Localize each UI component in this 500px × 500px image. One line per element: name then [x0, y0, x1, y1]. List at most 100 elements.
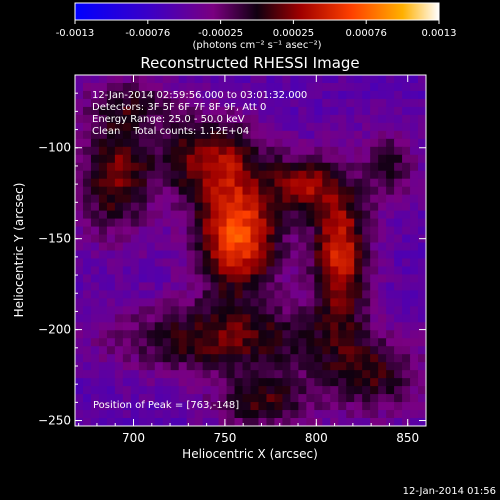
- heatmap-cell: [202, 394, 212, 403]
- heatmap-cell: [354, 418, 363, 426]
- heatmap-cell: [250, 266, 260, 276]
- heatmap-cell: [394, 306, 403, 315]
- heatmap-cell: [226, 402, 236, 411]
- heatmap-cell: [234, 178, 244, 188]
- heatmap-cell: [290, 82, 299, 92]
- heatmap-cell: [194, 274, 204, 284]
- heatmap-cell: [322, 274, 331, 284]
- heatmap-cell: [75, 210, 84, 220]
- heatmap-cell: [194, 362, 204, 371]
- heatmap-cell: [194, 218, 204, 228]
- colorbar: [74, 2, 440, 21]
- heatmap-cell: [122, 402, 132, 411]
- heatmap-cell: [370, 242, 379, 252]
- heatmap-cell: [194, 106, 204, 116]
- heatmap-cell: [170, 306, 180, 315]
- heatmap-cell: [322, 162, 331, 172]
- heatmap-cell: [306, 114, 315, 124]
- heatmap-cell: [298, 298, 307, 307]
- heatmap-cell: [362, 330, 371, 339]
- colorbar-tick-label: 0.00076: [346, 28, 387, 39]
- heatmap-cell: [98, 75, 108, 84]
- heatmap-cell: [114, 98, 124, 108]
- heatmap-cell: [314, 234, 323, 244]
- heatmap-cell: [290, 146, 299, 156]
- heatmap-cell: [274, 114, 284, 124]
- heatmap-cell: [242, 386, 252, 395]
- heatmap-cell: [378, 338, 387, 347]
- heatmap-cell: [394, 418, 403, 426]
- heatmap-cell: [98, 306, 108, 315]
- heatmap-cell: [282, 410, 291, 419]
- heatmap-cell: [146, 90, 156, 100]
- heatmap-cell: [106, 290, 116, 299]
- heatmap-cell: [106, 194, 116, 204]
- heatmap-cell: [146, 162, 156, 172]
- heatmap-cell: [370, 354, 379, 363]
- heatmap-cell: [330, 274, 339, 284]
- heatmap-cell: [282, 282, 291, 291]
- heatmap-cell: [346, 402, 355, 411]
- heatmap-cell: [154, 154, 164, 164]
- heatmap-cell: [370, 314, 379, 323]
- heatmap-cell: [146, 346, 156, 355]
- heatmap-cell: [258, 202, 268, 212]
- heatmap-cell: [274, 162, 284, 172]
- heatmap-cell: [282, 146, 291, 156]
- heatmap-cell: [418, 402, 426, 411]
- heatmap-cell: [218, 402, 228, 411]
- heatmap-cell: [402, 418, 411, 426]
- heatmap-cell: [242, 370, 252, 379]
- heatmap-cell: [410, 210, 419, 220]
- heatmap-cell: [114, 90, 124, 100]
- heatmap-cell: [250, 82, 260, 92]
- heatmap-cell: [162, 75, 172, 84]
- heatmap-cell: [330, 306, 339, 315]
- heatmap-cell: [266, 202, 276, 212]
- heatmap-cell: [146, 154, 156, 164]
- heatmap-cell: [354, 378, 363, 387]
- heatmap-cell: [130, 234, 140, 244]
- heatmap-cell: [386, 186, 395, 196]
- heatmap-cell: [322, 338, 331, 347]
- heatmap-cell: [202, 370, 212, 379]
- heatmap-cell: [402, 386, 411, 395]
- heatmap-cell: [386, 362, 395, 371]
- heatmap-cell: [178, 370, 188, 379]
- heatmap-cell: [138, 402, 148, 411]
- heatmap-cell: [234, 138, 244, 148]
- heatmap-cell: [226, 362, 236, 371]
- heatmap-cell: [234, 114, 244, 124]
- heatmap-cell: [178, 386, 188, 395]
- heatmap-cell: [290, 258, 299, 268]
- heatmap-cell: [394, 330, 403, 339]
- heatmap-cell: [370, 338, 379, 347]
- heatmap-cell: [234, 394, 244, 403]
- heatmap-cell: [290, 410, 299, 419]
- heatmap-cell: [362, 290, 371, 299]
- heatmap-cell: [250, 314, 260, 323]
- heatmap-cell: [266, 90, 276, 100]
- heatmap-cell: [330, 234, 339, 244]
- heatmap-cell: [298, 242, 307, 252]
- heatmap-cell: [106, 322, 116, 331]
- heatmap-cell: [298, 82, 307, 92]
- heatmap-cell: [226, 242, 236, 252]
- heatmap-cell: [194, 346, 204, 355]
- heatmap-cell: [410, 162, 419, 172]
- heatmap-cell: [354, 162, 363, 172]
- heatmap-cell: [242, 258, 252, 268]
- heatmap-cell: [114, 170, 124, 180]
- heatmap-cell: [162, 282, 172, 291]
- heatmap-cell: [290, 290, 299, 299]
- heatmap-cell: [402, 234, 411, 244]
- heatmap-cell: [298, 258, 307, 268]
- heatmap-cell: [338, 242, 347, 252]
- heatmap-cell: [282, 354, 291, 363]
- heatmap-cell: [194, 354, 204, 363]
- heatmap-cell: [282, 210, 291, 220]
- heatmap-cell: [226, 338, 236, 347]
- heatmap-cell: [226, 218, 236, 228]
- heatmap-cell: [242, 130, 252, 140]
- heatmap-cell: [274, 378, 284, 387]
